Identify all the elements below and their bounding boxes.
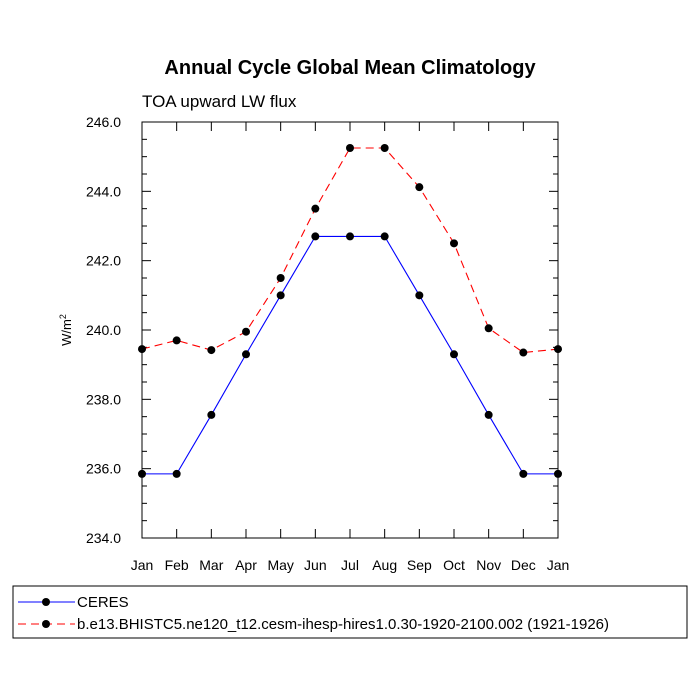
y-tick-label: 236.0 <box>86 461 121 477</box>
data-point <box>519 469 528 478</box>
plot-frame <box>141 121 559 539</box>
series-line <box>142 235 558 475</box>
y-tick-label: 244.0 <box>86 183 121 199</box>
y-tick-label: 238.0 <box>86 391 121 407</box>
data-point <box>415 183 424 192</box>
data-point <box>484 410 493 419</box>
data-point <box>346 232 354 241</box>
data-point <box>207 410 216 419</box>
x-tick-label: Dec <box>511 557 536 573</box>
data-point <box>484 324 493 333</box>
y-axis-label: W/m2 <box>58 314 74 346</box>
chart-title: Annual Cycle Global Mean Climatology <box>164 57 536 79</box>
x-tick-label: May <box>267 557 293 573</box>
data-point <box>207 346 216 355</box>
data-point <box>276 274 285 282</box>
data-point <box>311 204 320 213</box>
data-point <box>415 291 424 300</box>
legend-marker <box>42 620 50 628</box>
y-axis-label-sup: 2 <box>58 314 68 319</box>
data-point <box>554 345 562 354</box>
data-point <box>138 345 146 354</box>
legend: CERES b.e13.BHISTC5.ne120_t12.cesm-ihesp-… <box>12 585 688 639</box>
series-group <box>138 144 562 357</box>
data-point <box>138 469 146 478</box>
data-point <box>311 232 320 241</box>
x-tick-label: Jul <box>341 557 359 573</box>
data-point <box>450 350 458 359</box>
legend-label: b.e13.BHISTC5.ne120_t12.cesm-ihesp-hires… <box>77 616 609 633</box>
x-tick-label: Nov <box>476 557 501 573</box>
x-tick-label: Oct <box>443 557 465 573</box>
x-tick-label: Jun <box>304 557 327 573</box>
data-point <box>380 144 389 152</box>
y-tick-label: 240.0 <box>86 322 121 338</box>
data-point <box>450 239 458 248</box>
data-point <box>346 144 354 152</box>
series-group <box>138 232 562 478</box>
chart-subtitle: TOA upward LW flux <box>142 92 297 111</box>
legend-label: CERES <box>77 594 129 611</box>
y-tick-label: 242.0 <box>86 253 121 269</box>
data-point <box>519 348 528 357</box>
data-point <box>242 350 250 359</box>
x-tick-label: Mar <box>199 557 223 573</box>
x-tick-label: Jan <box>547 557 570 573</box>
series-line <box>141 147 559 354</box>
axes: 234.0 236.0 238.0 240.0 242.0 244.0 246.0 Jan Fe… <box>86 114 569 573</box>
data-point <box>554 469 562 478</box>
data-point <box>172 469 181 478</box>
y-tick-label: 246.0 <box>86 114 121 130</box>
x-tick-label: Feb <box>165 557 189 573</box>
legend-marker <box>42 598 50 606</box>
x-tick-label: Aug <box>372 557 397 573</box>
data-point <box>172 336 181 345</box>
y-tick-label: 234.0 <box>86 530 121 546</box>
y-axis-label-text: W/m <box>59 319 74 346</box>
x-tick-label: Apr <box>235 557 257 573</box>
x-tick-label: Jan <box>131 557 154 573</box>
data-point <box>380 232 389 241</box>
data-point <box>242 327 250 336</box>
plot-series <box>138 144 562 478</box>
legend-box <box>12 585 688 639</box>
x-tick-label: Sep <box>407 557 432 573</box>
data-point <box>276 291 285 300</box>
